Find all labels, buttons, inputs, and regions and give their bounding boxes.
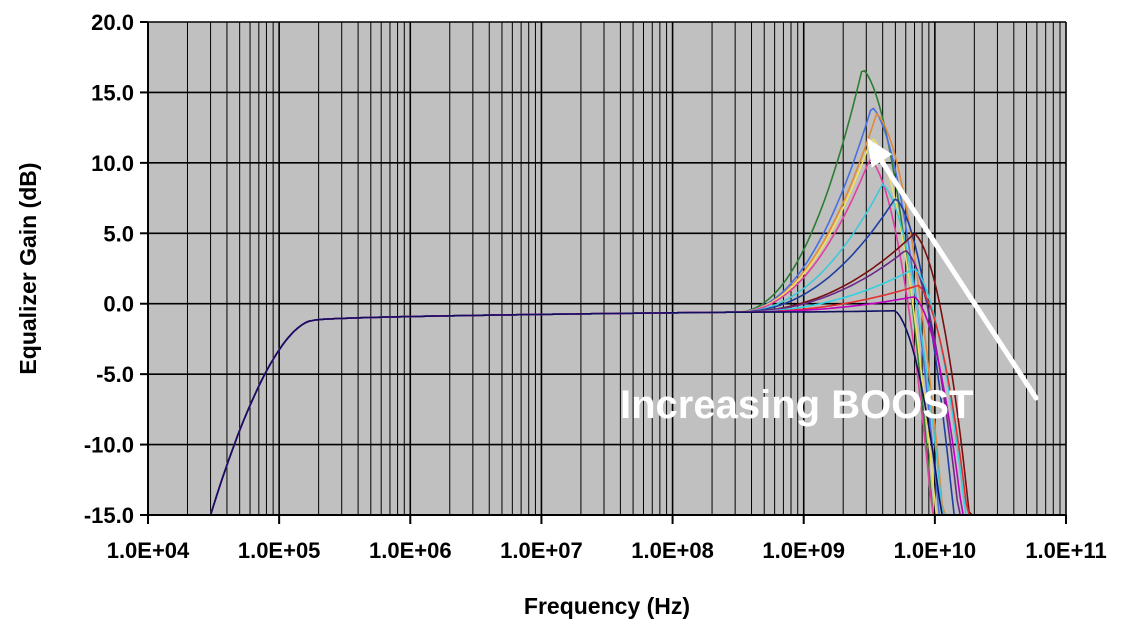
- plot-area: [148, 22, 1066, 515]
- annotation-arrow-shaft: [874, 151, 1039, 401]
- x-tick-label: 1.0E+07: [500, 538, 583, 563]
- y-tick-label: -15.0: [84, 503, 134, 528]
- x-tick-label: 1.0E+04: [107, 538, 190, 563]
- y-axis-label: Equalizer Gain (dB): [15, 162, 41, 374]
- y-tick-label: 10.0: [91, 151, 134, 176]
- x-tick-label: 1.0E+11: [1025, 538, 1106, 563]
- y-tick-label: 20.0: [91, 10, 134, 35]
- x-tick-label: 1.0E+08: [631, 538, 714, 563]
- x-tick-label: 1.0E+10: [894, 538, 977, 563]
- y-tick-labels: -15.0 -10.0 -5.0 0.0 5.0 10.0 15.0 20.0: [84, 10, 134, 528]
- y-tick-label: 5.0: [103, 221, 134, 246]
- y-tick-label: 0.0: [103, 292, 134, 317]
- x-tick-label: 1.0E+06: [369, 538, 452, 563]
- y-tick-label: -10.0: [84, 433, 134, 458]
- series-line-13: [209, 309, 987, 516]
- x-tick-label: 1.0E+05: [238, 538, 321, 563]
- y-tick-label: 15.0: [91, 80, 134, 105]
- grid: [147, 21, 1067, 516]
- annotation-label: Increasing BOOST: [620, 383, 973, 427]
- y-tick-label: -5.0: [96, 362, 134, 387]
- x-tick-label: 1.0E+09: [762, 538, 845, 563]
- x-tick-labels: 1.0E+04 1.0E+05 1.0E+06 1.0E+07 1.0E+08 1.0E+…: [107, 538, 1107, 563]
- series-group: [209, 69, 987, 516]
- annotation-arrow-head: [867, 138, 893, 168]
- x-axis-label: Frequency (Hz): [524, 593, 690, 619]
- axes: [140, 21, 1067, 524]
- annotation-group: [867, 138, 1039, 401]
